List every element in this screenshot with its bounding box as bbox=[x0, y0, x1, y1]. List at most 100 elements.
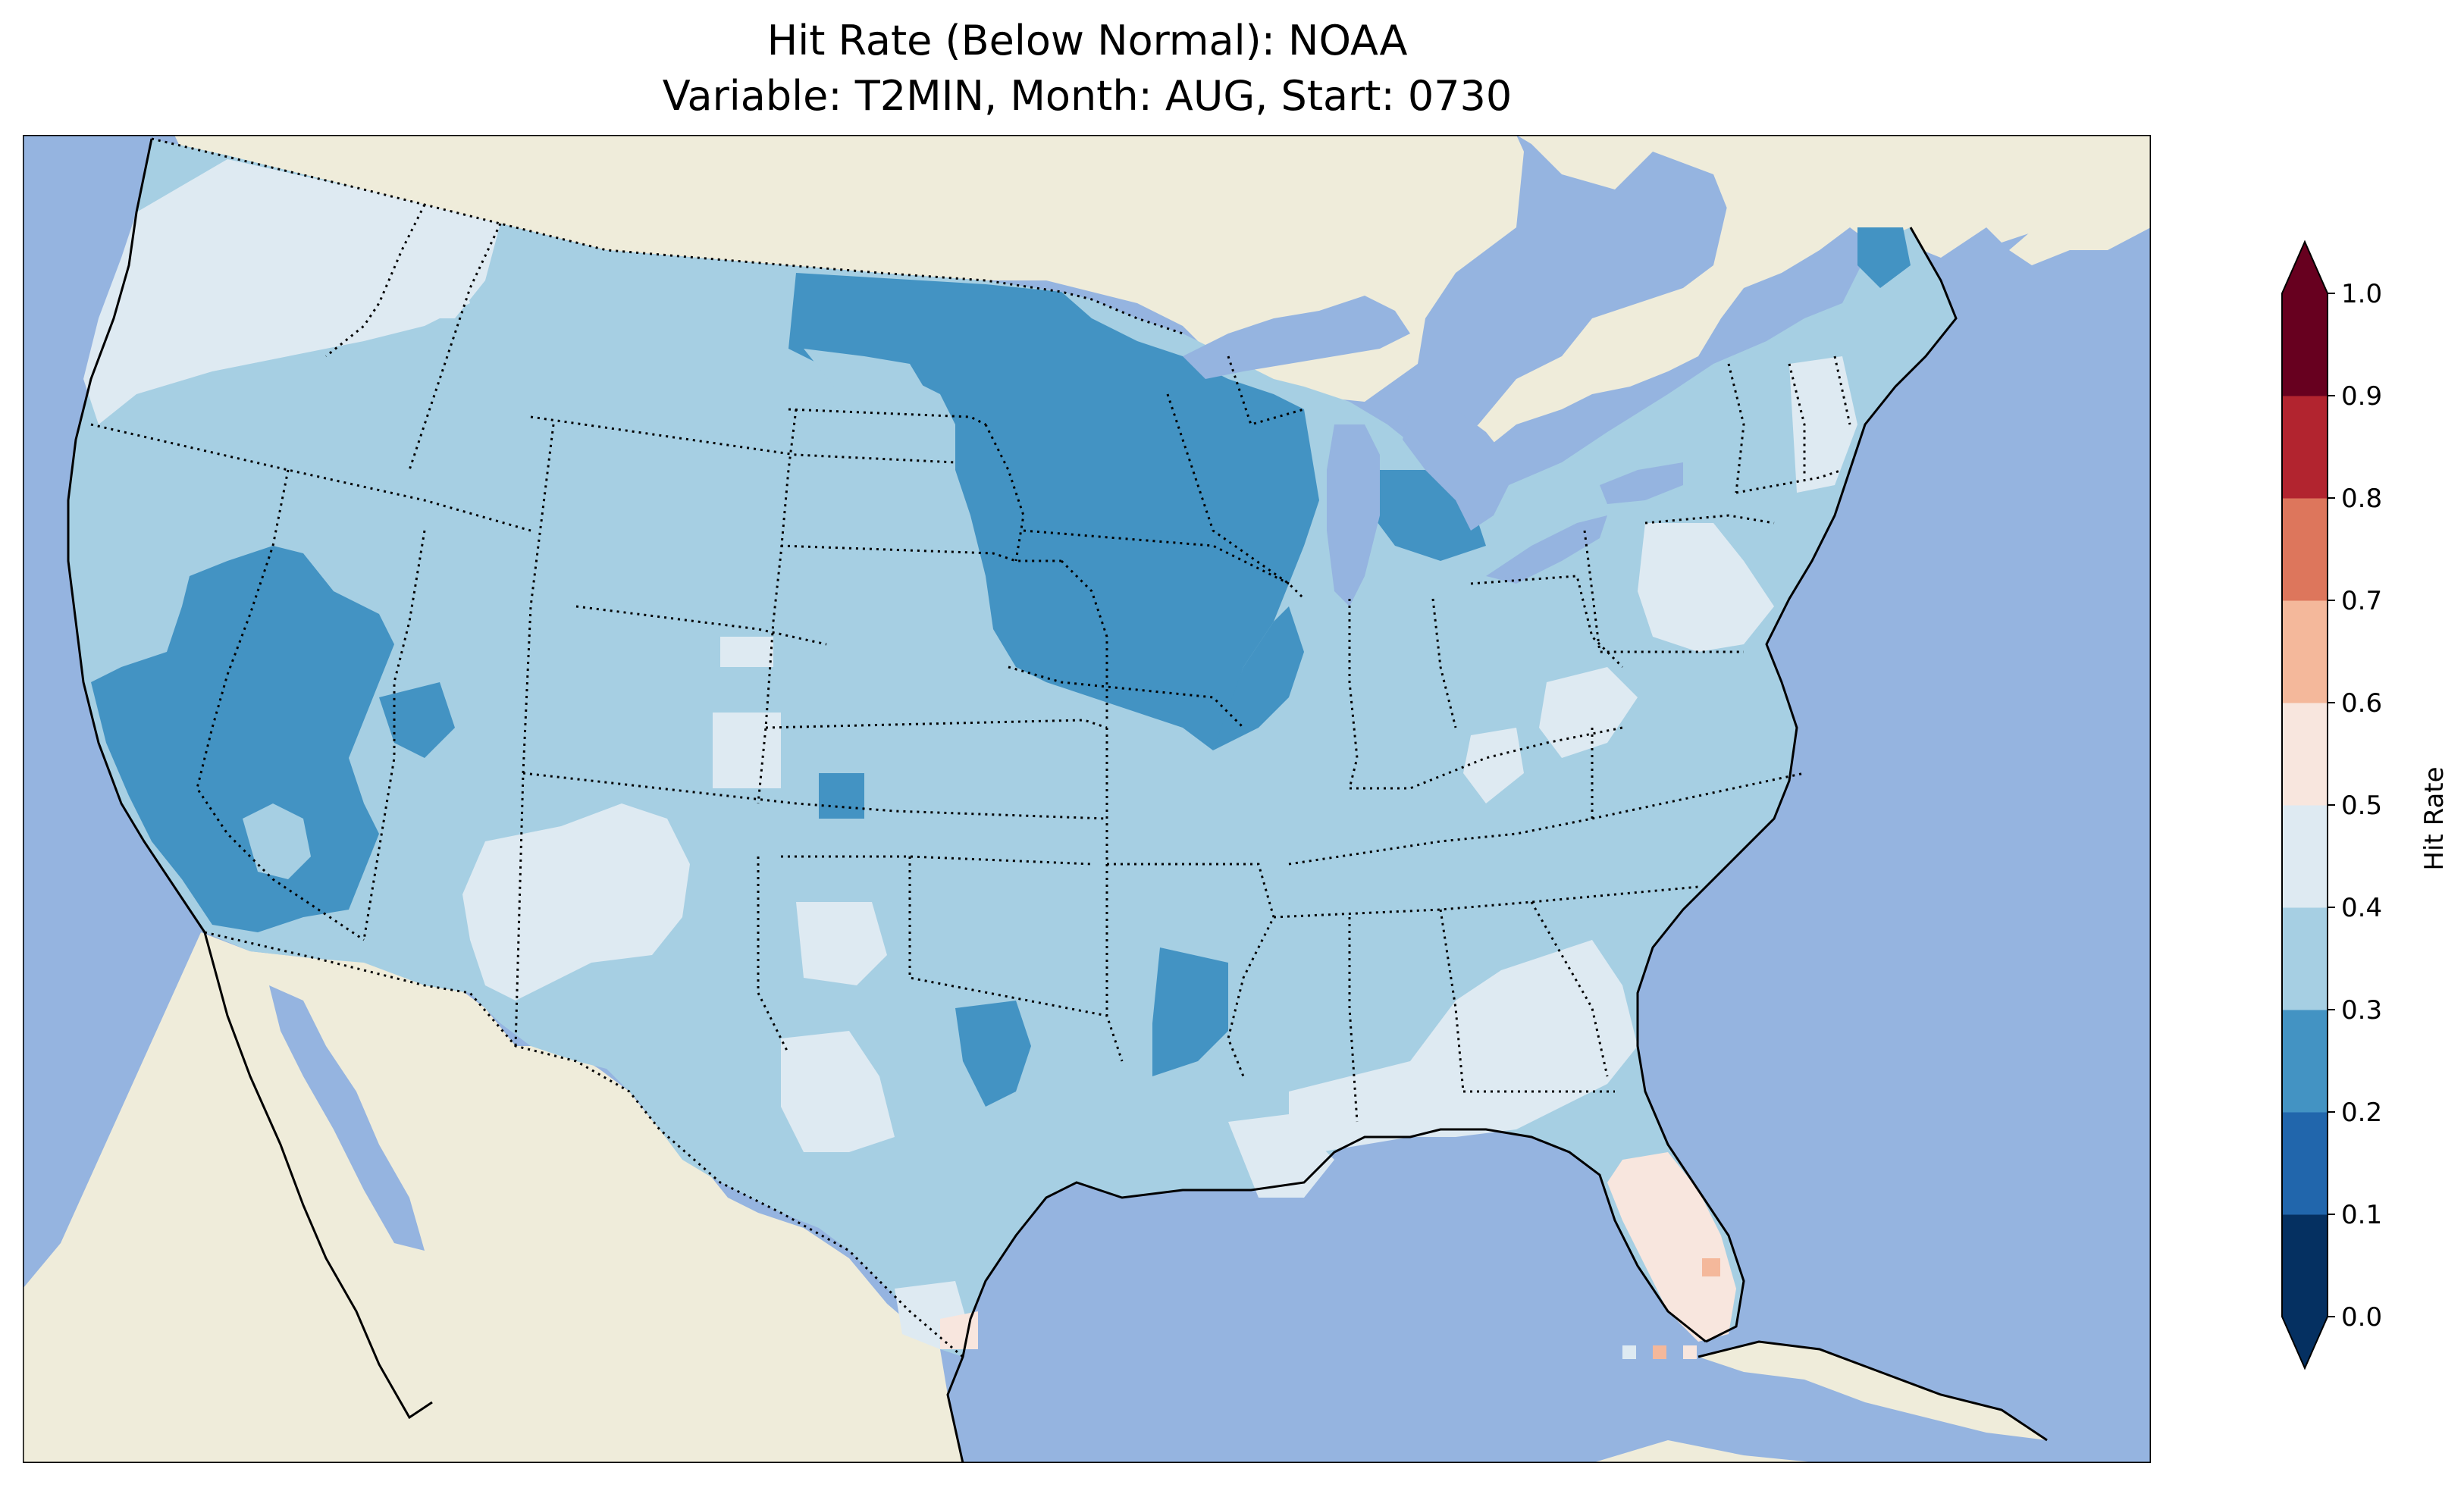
border-23 bbox=[1107, 863, 1275, 1077]
gulf-south-coastline bbox=[946, 1128, 1707, 1463]
patch-florida bbox=[1607, 1152, 1736, 1342]
border-35 bbox=[1644, 514, 1775, 525]
colorbar-extend-min bbox=[2282, 1317, 2328, 1368]
colorbar-bin bbox=[2282, 703, 2328, 806]
patch-north-dakota-minnesota bbox=[788, 273, 1319, 750]
colorbar-tick-label: 0.3 bbox=[2341, 995, 2382, 1026]
gulf-of-california bbox=[269, 985, 425, 1251]
patch-utah bbox=[379, 682, 455, 758]
colorbar-tick-label: 0.7 bbox=[2341, 586, 2382, 616]
patch-florida-spot-1 bbox=[1702, 1258, 1720, 1276]
patch-missouri-edge bbox=[1213, 606, 1304, 750]
state-borders bbox=[90, 137, 1851, 1358]
colorbar-label: Hit Rate bbox=[2419, 766, 2450, 870]
lake-huron bbox=[1403, 409, 1516, 531]
border-21 bbox=[1008, 666, 1245, 729]
value-patches bbox=[83, 159, 1911, 1359]
patch-florida-spot-2 bbox=[1653, 1345, 1666, 1359]
map-title-line2: Variable: T2MIN, Month: AUG, Start: 0730 bbox=[663, 72, 1513, 120]
colorbar-tick-label: 0.1 bbox=[2341, 1200, 2382, 1230]
border-10 bbox=[757, 409, 798, 804]
patch-louisiana-coast bbox=[1228, 1114, 1334, 1198]
patch-colorado bbox=[713, 713, 781, 788]
colorbar-bin bbox=[2282, 498, 2328, 601]
gulf-coastline bbox=[1636, 227, 1958, 1343]
patch-southwest bbox=[462, 803, 690, 1001]
lake-michigan bbox=[1327, 424, 1380, 606]
border-38 bbox=[1788, 363, 1806, 478]
patch-oklahoma-texas bbox=[955, 1001, 1031, 1107]
border-14 bbox=[1060, 559, 1108, 720]
baja-coastline bbox=[203, 932, 433, 1420]
cuba-land bbox=[1698, 1342, 2047, 1440]
map-title-line1: Hit Rate (Below Normal): NOAA bbox=[767, 17, 1408, 64]
colorbar-tick-label: 0.5 bbox=[2341, 791, 2382, 821]
border-24 bbox=[1273, 885, 1699, 919]
border-6 bbox=[530, 415, 956, 464]
colorbar-bin bbox=[2282, 805, 2328, 908]
nova-scotia-land bbox=[2009, 174, 2151, 265]
patch-west-texas bbox=[781, 1031, 895, 1152]
lake-superior bbox=[1183, 296, 1410, 379]
patch-north-dakota-lighter bbox=[804, 349, 933, 409]
colorbar-tick-label: 0.6 bbox=[2341, 688, 2382, 719]
border-28 bbox=[1431, 598, 1457, 728]
border-31 bbox=[1530, 901, 1609, 1077]
border-8 bbox=[522, 772, 1108, 820]
colorbar-bin bbox=[2282, 293, 2328, 396]
patch-pacific-northwest bbox=[83, 159, 470, 424]
patch-maine bbox=[1857, 227, 1911, 288]
patch-idaho-montana bbox=[425, 205, 500, 318]
colorbar-tick-label: 0.8 bbox=[2341, 484, 2382, 514]
border-16 bbox=[781, 855, 1092, 866]
border-22 bbox=[1166, 393, 1306, 600]
canada-south-land bbox=[174, 135, 1524, 402]
map-panel bbox=[23, 135, 2151, 1463]
colorbar-tick-label: 0.0 bbox=[2341, 1302, 2382, 1333]
patch-ohio-valley bbox=[1638, 523, 1774, 652]
colorbar-tick-label: 0.9 bbox=[2341, 381, 2382, 412]
border-33 bbox=[1470, 575, 1624, 669]
colorbar-extend-max bbox=[2282, 242, 2328, 293]
patch-southeast bbox=[1289, 940, 1638, 1152]
border-5 bbox=[362, 530, 426, 941]
patch-new-mexico bbox=[796, 902, 887, 985]
border-20 bbox=[1023, 529, 1290, 585]
border-1 bbox=[90, 423, 531, 532]
great-lakes bbox=[1183, 296, 1683, 606]
colorbar-bin bbox=[2282, 1214, 2328, 1317]
baja-california-land bbox=[201, 932, 432, 1417]
coastlines bbox=[67, 138, 2048, 1463]
border-29 bbox=[1348, 917, 1359, 1123]
border-37 bbox=[1735, 468, 1843, 494]
lake-ontario bbox=[1600, 462, 1683, 504]
patch-florida-spot-3 bbox=[1622, 1345, 1636, 1359]
border-13 bbox=[765, 719, 1108, 729]
colorbar-tick-label: 0.4 bbox=[2341, 893, 2382, 923]
border-7 bbox=[514, 424, 555, 1047]
colorbar-tick-label: 1.0 bbox=[2341, 279, 2382, 309]
colorbar-tick-label: 0.2 bbox=[2341, 1098, 2382, 1128]
colorbar-bin bbox=[2282, 1010, 2328, 1113]
border-4 bbox=[196, 469, 365, 941]
conus-coastline bbox=[67, 138, 206, 933]
patch-arkansas bbox=[1152, 947, 1228, 1076]
patch-florida-spot-4 bbox=[1683, 1345, 1697, 1359]
patch-new-england bbox=[1789, 356, 1857, 493]
patch-kentucky bbox=[1463, 728, 1524, 803]
us-canada-border bbox=[151, 137, 1183, 335]
colorbar-bin bbox=[2282, 907, 2328, 1010]
border-26 bbox=[1348, 599, 1359, 789]
patch-south-texas-tip bbox=[940, 1311, 978, 1349]
colorbar-bin bbox=[2282, 396, 2328, 499]
border-2 bbox=[325, 204, 426, 358]
border-17 bbox=[757, 857, 790, 1054]
border-36 bbox=[1727, 363, 1745, 493]
cuba-coastline bbox=[1698, 1340, 2048, 1442]
border-39 bbox=[1833, 355, 1851, 425]
patch-virginia bbox=[1539, 667, 1638, 758]
colorbar-bin bbox=[2282, 600, 2328, 703]
yucatan-land bbox=[1592, 1440, 1820, 1463]
colorbar: 0.0 0.1 0.2 0.3 0.4 0.5 0.6 0.7 0.8 0.9 1.0 bbox=[2281, 240, 2382, 1370]
lake-erie bbox=[1486, 515, 1607, 584]
